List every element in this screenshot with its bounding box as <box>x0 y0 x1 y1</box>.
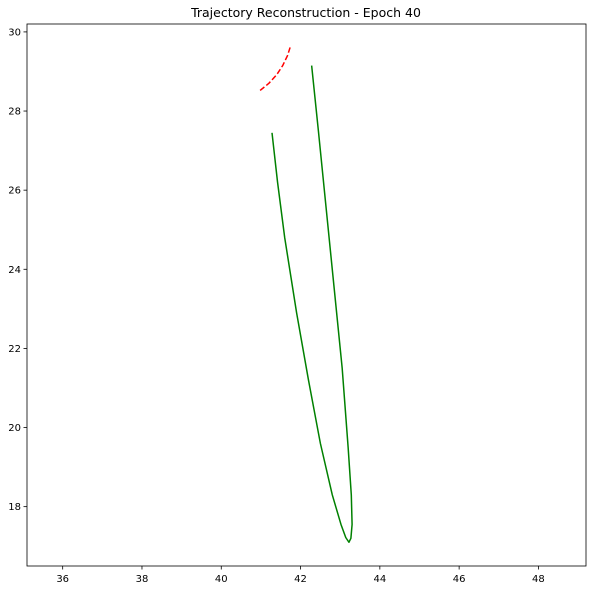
x-tick-label: 40 <box>215 574 228 585</box>
y-tick-label: 30 <box>8 27 21 38</box>
x-axis-ticks: 36 38 40 42 44 46 48 <box>56 566 544 585</box>
y-tick-label: 20 <box>8 423 21 434</box>
x-tick-label: 38 <box>136 574 149 585</box>
series-line-1 <box>260 46 291 91</box>
y-axis-ticks: 18 20 22 24 26 28 30 <box>8 27 27 513</box>
plot-frame <box>27 24 586 566</box>
x-tick-label: 42 <box>294 574 307 585</box>
series-line-0 <box>272 66 352 543</box>
x-tick-label: 48 <box>532 574 545 585</box>
y-tick-label: 18 <box>8 502 21 513</box>
y-tick-label: 22 <box>8 344 21 355</box>
y-tick-label: 28 <box>8 107 21 118</box>
chart-title: Trajectory Reconstruction - Epoch 40 <box>190 5 421 20</box>
series-layer <box>260 46 352 543</box>
x-tick-label: 36 <box>56 574 69 585</box>
y-tick-label: 24 <box>8 265 21 276</box>
x-tick-label: 44 <box>373 574 386 585</box>
x-tick-label: 46 <box>453 574 466 585</box>
y-tick-label: 26 <box>8 186 21 197</box>
